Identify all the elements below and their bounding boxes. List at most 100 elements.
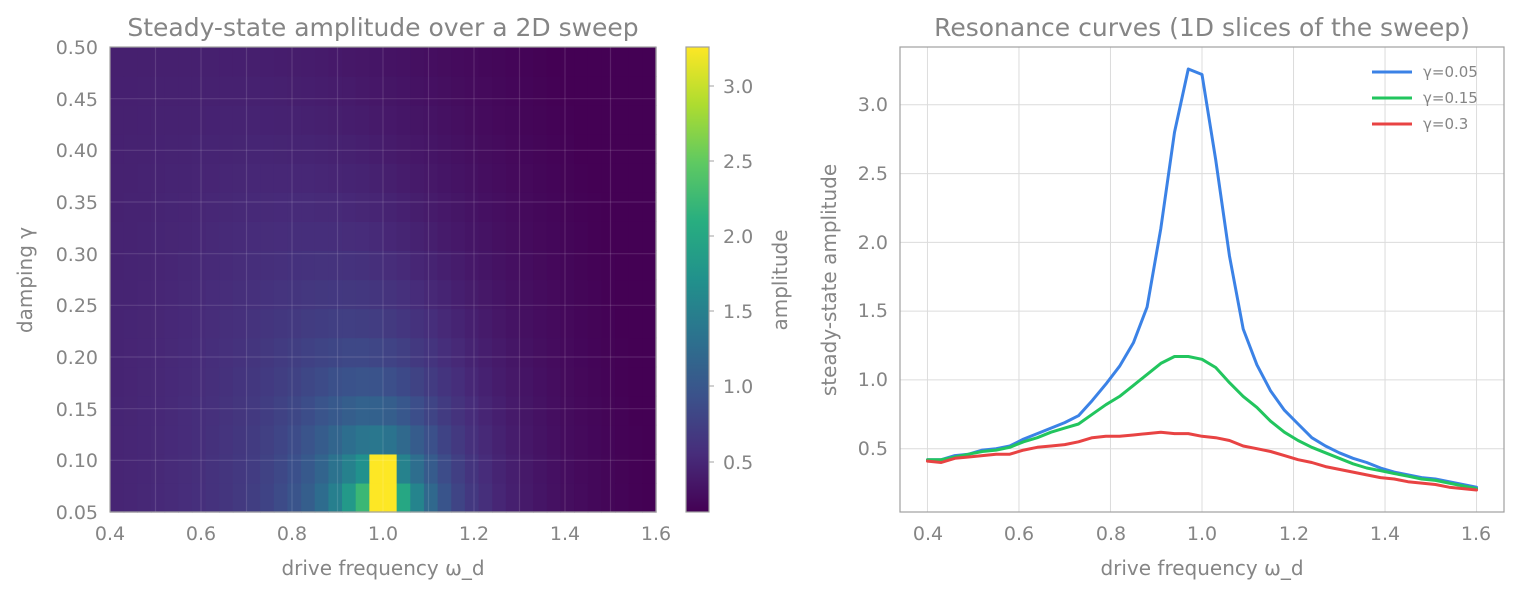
heatmap-cell [533, 250, 548, 281]
heatmap-cell [396, 250, 411, 281]
heatmap-x-tick: 1.0 [368, 523, 398, 545]
heatmap-cell [273, 482, 289, 513]
heatmap-x-tick: 1.4 [550, 523, 580, 545]
heatmap-cell [342, 395, 357, 426]
heatmap-cell [601, 134, 616, 164]
heatmap-cell [164, 453, 179, 484]
heatmap-cell [260, 76, 275, 106]
heatmap-cell [642, 337, 657, 368]
heatmap-cell [615, 221, 630, 252]
heatmap-cell [615, 424, 630, 455]
heatmap-cell [410, 395, 425, 426]
heatmap-cell [328, 366, 343, 397]
heatmap-cell [164, 163, 179, 193]
heatmap-cell [178, 47, 193, 77]
heatmap-cell [328, 192, 343, 222]
heatmap-cell [314, 221, 329, 252]
heatmap-cell [246, 192, 261, 222]
heatmap-cell [369, 221, 384, 252]
heatmap-cell [328, 337, 343, 368]
heatmap-cell [273, 250, 289, 281]
heatmap-cell [601, 192, 616, 222]
heatmap-cell [396, 424, 411, 455]
heatmap-cell [246, 453, 261, 484]
heatmap-cell [492, 250, 507, 281]
heatmap-cell [519, 47, 534, 77]
colorbar-tick: 3.0 [723, 76, 753, 98]
heatmap-cell [287, 308, 302, 339]
heatmap-cell [178, 395, 193, 426]
heatmap-cell [492, 47, 507, 77]
heatmap-cell [123, 134, 138, 164]
heatmap-cell [164, 76, 179, 106]
heatmap-cell [287, 453, 302, 484]
line-y-tick: 0.5 [858, 438, 888, 460]
heatmap-cell [232, 221, 248, 252]
heatmap-cell [232, 134, 248, 164]
heatmap-cell [164, 47, 179, 77]
heatmap-cell [492, 105, 507, 135]
heatmap-cell [301, 76, 316, 106]
heatmap-cell [505, 192, 521, 222]
heatmap-cell [369, 134, 384, 164]
heatmap-cell [287, 105, 302, 135]
heatmap-cell [410, 337, 425, 368]
heatmap-cell [451, 395, 466, 426]
heatmap-cell [383, 482, 398, 513]
heatmap-cell [219, 134, 234, 164]
heatmap-cell [342, 308, 357, 339]
heatmap-cell [451, 221, 466, 252]
heatmap-cell [451, 105, 466, 135]
heatmap-cell [601, 250, 616, 281]
heatmap-cell [519, 134, 534, 164]
heatmap-cell [355, 337, 370, 368]
heatmap-cell [246, 395, 261, 426]
heatmap-cell [519, 482, 534, 513]
heatmap-cell [601, 163, 616, 193]
heatmap-cell [314, 366, 329, 397]
heatmap-cell [164, 366, 179, 397]
heatmap-x-tick: 0.6 [186, 523, 216, 545]
heatmap-cell [628, 192, 643, 222]
heatmap-cell [232, 482, 248, 513]
heatmap-cell [205, 337, 220, 368]
heatmap-cell [260, 221, 275, 252]
heatmap-cell [437, 163, 452, 193]
heatmap-cell [369, 482, 384, 513]
heatmap-cell [437, 105, 452, 135]
heatmap-cell [628, 337, 643, 368]
heatmap-cell [273, 163, 289, 193]
heatmap-cell [110, 163, 125, 193]
heatmap-cell [560, 279, 575, 310]
heatmap-cell [574, 76, 589, 106]
heatmap-cell [178, 250, 193, 281]
heatmap-cell [205, 163, 220, 193]
heatmap-cell [178, 308, 193, 339]
heatmap-cell [137, 482, 152, 513]
heatmap-cell [642, 395, 657, 426]
heatmap-cell [328, 76, 343, 106]
heatmap-cell [260, 105, 275, 135]
heatmap-cell [110, 221, 125, 252]
heatmap-cell [287, 337, 302, 368]
line-series-group [926, 67, 1478, 492]
heatmap-cell [301, 105, 316, 135]
heatmap-cell [546, 134, 562, 164]
heatmap-cell [219, 308, 234, 339]
heatmap-cell [123, 221, 138, 252]
heatmap-cell [574, 308, 589, 339]
heatmap-cell [383, 424, 398, 455]
heatmap-y-tick: 0.05 [56, 502, 98, 524]
heatmap-cell [314, 250, 329, 281]
heatmap-cell [546, 47, 562, 77]
heatmap-cell [164, 134, 179, 164]
heatmap-cell [150, 163, 166, 193]
heatmap-cell [492, 424, 507, 455]
heatmap-cell [369, 424, 384, 455]
heatmap-cell [342, 482, 357, 513]
heatmap-cell [587, 482, 602, 513]
heatmap-cell [246, 221, 261, 252]
heatmap-cell [437, 366, 452, 397]
heatmap-cell [492, 395, 507, 426]
heatmap-cell [383, 76, 398, 106]
